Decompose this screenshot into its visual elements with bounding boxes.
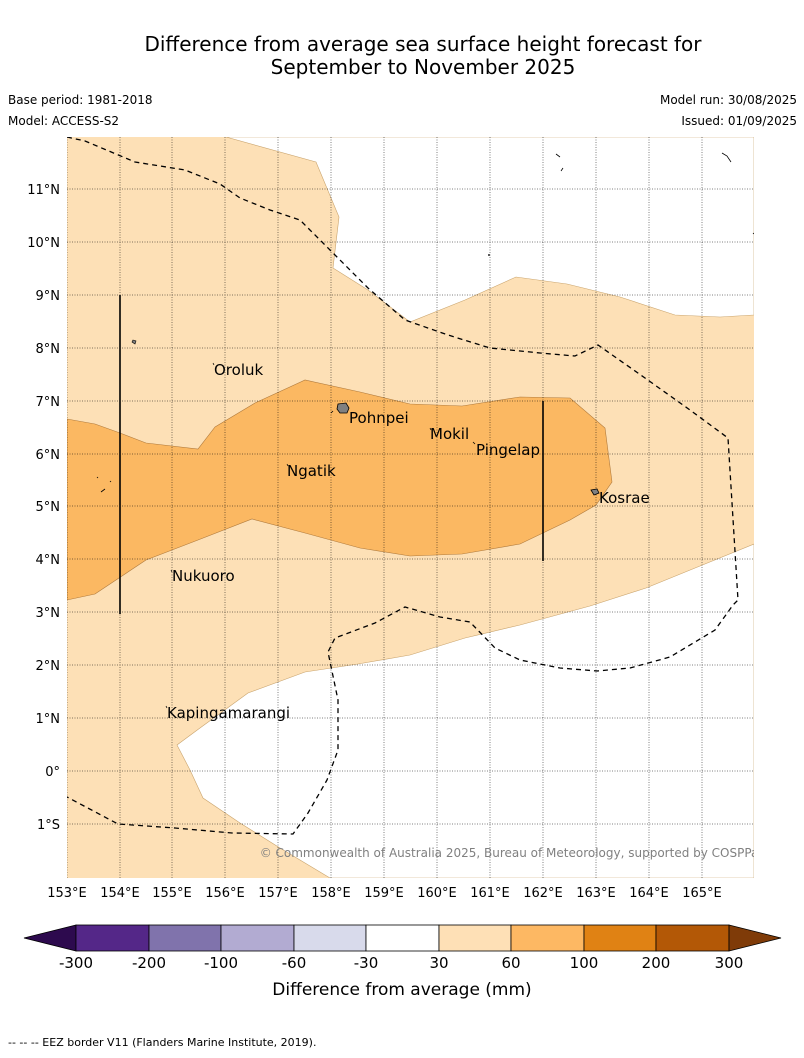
colorbar-tick: -60 <box>282 954 307 972</box>
colorbar-tick: -30 <box>354 954 379 972</box>
label-mokil: Mokil <box>430 425 469 443</box>
lat-label: 3°N <box>36 606 61 621</box>
colorbar-tick: 30 <box>429 954 448 972</box>
label-kosrae: Kosrae <box>599 489 650 507</box>
title-line-2: September to November 2025 <box>270 55 576 79</box>
model-name: Model: ACCESS-S2 <box>8 114 120 128</box>
colorbar-segment <box>655 924 730 952</box>
colorbar-segment <box>220 924 295 952</box>
lon-label: 154°E <box>100 886 140 901</box>
colorbar-segment <box>75 924 150 952</box>
kosrae-island <box>590 488 600 496</box>
colorbar-segment <box>510 924 585 952</box>
colorbar-title: Difference from average (mm) <box>272 980 531 1000</box>
latitude-labels: 11°N 10°N 9°N 8°N 7°N 6°N 5°N 4°N 3°N 2°… <box>27 183 60 833</box>
label-pohnpei: Pohnpei <box>349 409 409 427</box>
colorbar: -300 -200 -100 -60 -30 30 60 100 200 300… <box>23 924 782 1000</box>
colorbar-tick: 300 <box>715 954 744 972</box>
colorbar-extend-low <box>23 924 77 952</box>
colorbar-segment <box>293 924 367 952</box>
lon-label: 153°E <box>47 886 87 901</box>
lon-label: 158°E <box>311 886 351 901</box>
colorbar-tick: -200 <box>132 954 166 972</box>
chart-title: Difference from average sea surface heig… <box>0 33 804 79</box>
copyright-notice: © Commonwealth of Australia 2025, Bureau… <box>260 846 765 860</box>
lon-label: 161°E <box>470 886 510 901</box>
lat-label: 6°N <box>36 448 61 463</box>
colorbar-segment <box>365 924 440 952</box>
base-period: Base period: 1981-2018 <box>8 93 153 107</box>
small-island-west <box>131 339 137 345</box>
lat-label: 8°N <box>36 342 61 357</box>
label-pingelap: Pingelap <box>476 441 540 459</box>
lat-label: 1°S <box>37 818 60 833</box>
lat-label: 11°N <box>27 183 60 198</box>
title-line-1: Difference from average sea surface heig… <box>144 32 702 56</box>
lon-label: 164°E <box>629 886 669 901</box>
longitude-labels: 153°E 154°E 155°E 156°E 157°E 158°E 159°… <box>47 886 722 901</box>
pohnpei-island <box>336 402 350 414</box>
lon-label: 159°E <box>364 886 404 901</box>
colorbar-ticks: -300 -200 -100 -60 -30 30 60 100 200 300 <box>59 954 743 972</box>
issued-date: Issued: 01/09/2025 <box>681 114 797 128</box>
lon-label: 163°E <box>576 886 616 901</box>
label-kapingamarangi: Kapingamarangi <box>167 704 290 722</box>
colorbar-tick: -300 <box>59 954 93 972</box>
colorbar-extend-high <box>728 924 782 952</box>
lon-label: 157°E <box>258 886 298 901</box>
lat-label: 7°N <box>36 395 61 410</box>
colorbar-tick: -100 <box>204 954 238 972</box>
lat-label: 5°N <box>36 500 61 515</box>
colorbar-tick: 100 <box>570 954 599 972</box>
lon-label: 155°E <box>152 886 192 901</box>
white-region-south <box>176 543 754 878</box>
eez-footnote: -- -- -- EEZ border V11 (Flanders Marine… <box>8 1036 317 1049</box>
colorbar-tick: 200 <box>642 954 671 972</box>
lon-label: 156°E <box>205 886 245 901</box>
colorbar-tick: 60 <box>501 954 520 972</box>
lon-label: 165°E <box>682 886 722 901</box>
lon-label: 162°E <box>523 886 563 901</box>
map-area: Oroluk Pohnpei Mokil Pingelap Ngatik Kos… <box>67 137 765 878</box>
label-oroluk: Oroluk <box>214 361 263 379</box>
lat-label: 9°N <box>36 289 61 304</box>
model-run-date: Model run: 30/08/2025 <box>659 93 797 107</box>
label-ngatik: Ngatik <box>287 462 336 480</box>
colorbar-segment <box>583 924 657 952</box>
eez-border-north <box>67 137 739 835</box>
lat-label: 4°N <box>36 553 61 568</box>
lon-label: 160°E <box>417 886 457 901</box>
lat-label: 10°N <box>27 236 60 251</box>
lat-label: 2°N <box>36 659 61 674</box>
lat-label: 1°N <box>36 712 61 727</box>
lat-label: 0° <box>45 765 60 780</box>
colorbar-segment <box>148 924 222 952</box>
atoll-marks <box>96 152 754 709</box>
label-nukuoro: Nukuoro <box>172 567 235 585</box>
colorbar-segment <box>438 924 512 952</box>
